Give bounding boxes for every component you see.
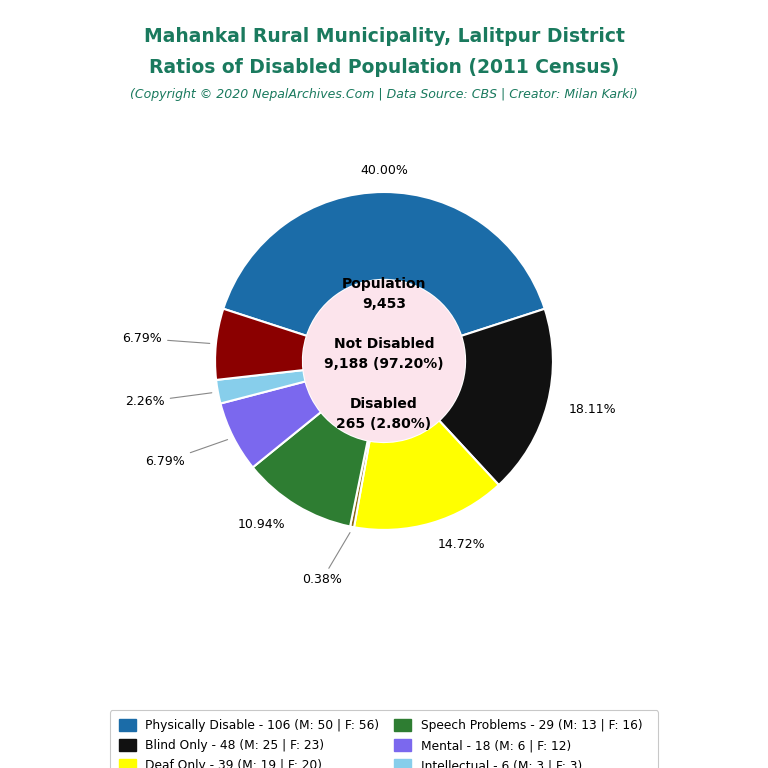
Wedge shape [253, 412, 368, 527]
Wedge shape [223, 192, 545, 336]
Text: 6.79%: 6.79% [145, 439, 227, 468]
Text: Ratios of Disabled Population (2011 Census): Ratios of Disabled Population (2011 Cens… [149, 58, 619, 77]
Wedge shape [215, 309, 307, 380]
Text: 6.79%: 6.79% [122, 332, 210, 345]
Legend: Physically Disable - 106 (M: 50 | F: 56), Blind Only - 48 (M: 25 | F: 23), Deaf : Physically Disable - 106 (M: 50 | F: 56)… [110, 710, 658, 768]
Text: (Copyright © 2020 NepalArchives.Com | Data Source: CBS | Creator: Milan Karki): (Copyright © 2020 NepalArchives.Com | Da… [130, 88, 638, 101]
Wedge shape [354, 421, 498, 530]
Text: 10.94%: 10.94% [237, 518, 285, 531]
Circle shape [303, 280, 465, 442]
Wedge shape [350, 440, 369, 528]
Wedge shape [216, 370, 306, 403]
Text: Mahankal Rural Municipality, Lalitpur District: Mahankal Rural Municipality, Lalitpur Di… [144, 27, 624, 46]
Wedge shape [220, 382, 321, 468]
Text: Population
9,453

Not Disabled
9,188 (97.20%)

Disabled
265 (2.80%): Population 9,453 Not Disabled 9,188 (97.… [324, 277, 444, 432]
Text: 2.26%: 2.26% [125, 392, 212, 408]
Text: 40.00%: 40.00% [360, 164, 408, 177]
Text: 0.38%: 0.38% [302, 532, 350, 587]
Text: 18.11%: 18.11% [569, 402, 617, 415]
Text: 14.72%: 14.72% [438, 538, 485, 551]
Wedge shape [439, 309, 553, 485]
